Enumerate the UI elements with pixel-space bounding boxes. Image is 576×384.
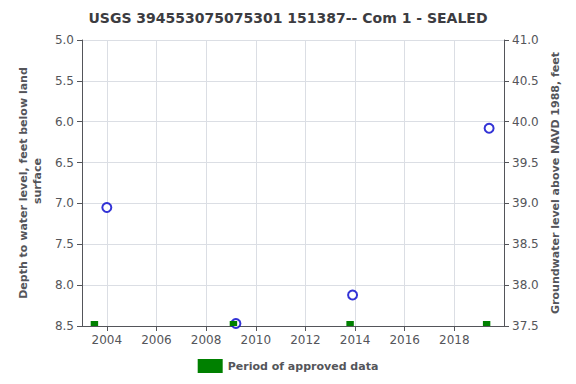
svg-text:39.5: 39.5 — [512, 156, 539, 170]
svg-text:37.5: 37.5 — [512, 319, 539, 333]
svg-text:2014: 2014 — [340, 333, 371, 347]
svg-text:41.0: 41.0 — [512, 33, 539, 47]
svg-text:surface: surface — [31, 158, 44, 208]
svg-text:40.5: 40.5 — [512, 74, 539, 88]
svg-text:Period of approved data: Period of approved data — [228, 360, 379, 373]
svg-text:39.0: 39.0 — [512, 196, 539, 210]
svg-text:40.0: 40.0 — [512, 115, 539, 129]
svg-text:8.5: 8.5 — [55, 319, 74, 333]
svg-text:Groundwater level above NAVD 1: Groundwater level above NAVD 1988, feet — [549, 52, 562, 314]
svg-text:5.0: 5.0 — [55, 33, 74, 47]
svg-text:2018: 2018 — [439, 333, 470, 347]
svg-text:38.0: 38.0 — [512, 278, 539, 292]
svg-text:2006: 2006 — [141, 333, 172, 347]
svg-text:USGS 394553075075301 151387--: USGS 394553075075301 151387-- Com 1 - SE… — [88, 10, 487, 26]
svg-text:6.0: 6.0 — [55, 115, 74, 129]
svg-text:2010: 2010 — [240, 333, 271, 347]
svg-text:Depth to water level, feet bel: Depth to water level, feet below land — [17, 67, 30, 299]
svg-text:7.0: 7.0 — [55, 196, 74, 210]
svg-text:7.5: 7.5 — [55, 237, 74, 251]
svg-text:6.5: 6.5 — [55, 156, 74, 170]
svg-text:2016: 2016 — [389, 333, 420, 347]
svg-text:38.5: 38.5 — [512, 237, 539, 251]
svg-text:2004: 2004 — [92, 333, 123, 347]
svg-text:2008: 2008 — [191, 333, 222, 347]
svg-text:5.5: 5.5 — [55, 74, 74, 88]
svg-text:8.0: 8.0 — [55, 278, 74, 292]
svg-text:2012: 2012 — [290, 333, 321, 347]
